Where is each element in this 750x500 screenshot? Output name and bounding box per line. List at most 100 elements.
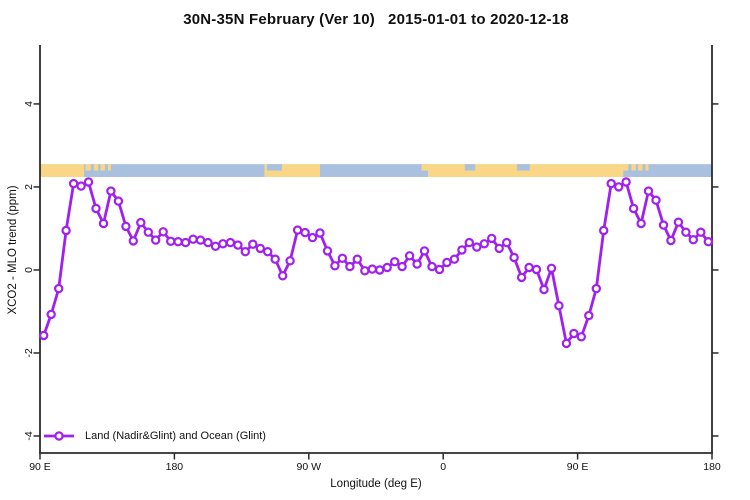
data-point-marker [195, 235, 206, 245]
data-point-marker [584, 310, 594, 321]
data-point-marker [703, 236, 714, 247]
data-point-marker [270, 254, 280, 264]
data-point-marker [382, 262, 392, 273]
data-point-marker [367, 264, 377, 274]
map-band-segment-ocean [320, 164, 429, 177]
data-point-marker [255, 243, 265, 254]
data-point-marker [54, 283, 64, 294]
map-band-chip-land [100, 164, 105, 171]
data-point-marker [621, 177, 631, 187]
data-point-marker [83, 177, 94, 187]
data-point-marker [606, 178, 616, 189]
x-tick-label: 180 [166, 461, 184, 473]
data-point-marker [337, 253, 348, 263]
data-point-marker [68, 178, 79, 189]
data-point-marker [76, 181, 86, 191]
data-point-marker [233, 240, 243, 250]
data-point-marker [539, 284, 549, 295]
y-tick-label: 2 [23, 184, 35, 190]
map-band-segment-land [40, 164, 85, 177]
data-point-marker [203, 237, 213, 248]
y-tick-label: -2 [23, 348, 35, 357]
map-band-chip-land [107, 164, 111, 171]
data-point-marker [330, 261, 340, 271]
x-tick-label: 0 [440, 461, 446, 473]
map-band-segment-ocean [84, 164, 265, 177]
data-point-marker [591, 283, 602, 294]
map-band-chip-land [631, 164, 636, 171]
data-point-marker [240, 246, 250, 257]
legend: Land (Nadir&Glint) and Ocean (Glint) [42, 430, 266, 442]
data-point-marker [404, 251, 415, 261]
data-point-marker [352, 254, 362, 264]
y-tick-label: 0 [23, 267, 35, 273]
map-band-chip-land [93, 164, 99, 171]
data-point-marker [91, 203, 101, 214]
legend-line-marker-icon [44, 431, 74, 441]
data-point-marker [180, 237, 191, 248]
data-point-marker [561, 338, 572, 349]
data-point-marker [442, 257, 452, 268]
data-point-marker [412, 259, 422, 269]
data-point-marker [569, 328, 579, 339]
data-point-marker [427, 261, 437, 272]
data-point-marker [599, 225, 609, 236]
map-band-chip-land [421, 164, 429, 171]
data-point-marker [285, 256, 295, 266]
map-band-chip-land [623, 164, 629, 171]
data-point-marker [688, 234, 699, 245]
map-band-chip-ocean [464, 164, 476, 171]
data-point-marker [666, 235, 676, 246]
data-point-marker [457, 245, 467, 255]
data-point-marker [449, 254, 460, 264]
data-point-marker [696, 227, 706, 237]
data-point-marker [390, 257, 400, 267]
data-point-marker [419, 246, 430, 256]
data-point-marker [502, 237, 512, 248]
data-point-marker [46, 309, 56, 320]
data-point-marker [345, 261, 355, 272]
y-tick-label: -4 [23, 431, 35, 440]
data-point-marker [628, 203, 639, 214]
data-point-marker [576, 332, 587, 342]
data-point-marker [673, 217, 684, 227]
data-point-marker [315, 228, 325, 238]
data-point-marker [487, 233, 497, 244]
data-point-marker [681, 227, 691, 237]
data-series-line [42, 180, 710, 345]
data-point-marker [218, 239, 228, 249]
map-band-segment-ocean [623, 164, 712, 177]
data-point-marker [531, 264, 542, 275]
legend-label: Land (Nadir&Glint) and Ocean (Glint) [85, 430, 266, 442]
map-band-chip-land [85, 164, 91, 171]
data-point-marker [165, 236, 176, 246]
y-tick-label: 4 [23, 101, 35, 107]
map-band-chip-ocean [517, 164, 530, 171]
data-point-marker [143, 227, 153, 237]
data-point-marker [397, 261, 407, 272]
data-point-marker [494, 243, 504, 254]
data-point-marker [98, 218, 109, 229]
data-point-marker [188, 234, 198, 244]
data-point-marker [307, 232, 318, 243]
page-title: 30N-35N February (Ver 10) 2015-01-01 to … [183, 11, 569, 28]
x-tick-label: 90 W [297, 461, 322, 473]
data-point-marker [658, 220, 669, 230]
data-point-marker [643, 186, 654, 196]
data-point-marker [106, 186, 116, 196]
data-point-marker [651, 195, 661, 205]
data-point-marker [121, 221, 131, 232]
map-band-chip-ocean [266, 164, 282, 171]
data-point-marker [248, 239, 258, 249]
data-point-marker [39, 330, 49, 341]
data-point-marker [636, 218, 646, 229]
data-point-marker [61, 225, 71, 236]
x-axis-title: Longitude (deg E) [330, 478, 422, 490]
data-point-marker [150, 235, 161, 245]
data-point-marker [128, 236, 138, 246]
data-point-marker [360, 266, 370, 276]
data-point-marker [472, 242, 482, 252]
data-point-marker [173, 236, 183, 247]
